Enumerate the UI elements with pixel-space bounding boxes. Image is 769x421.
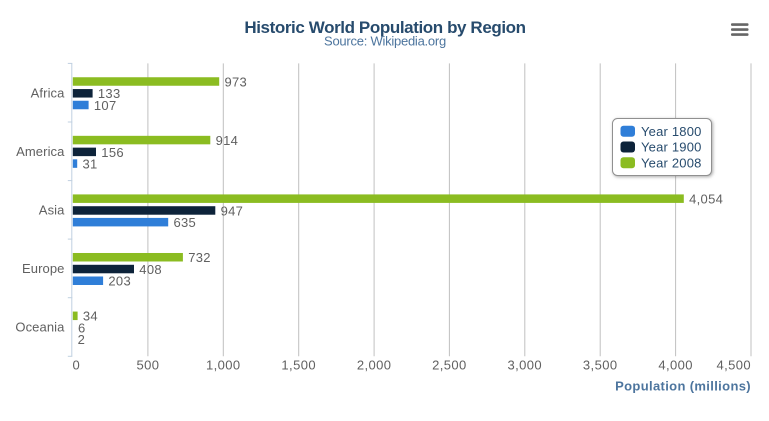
svg-text:2,500: 2,500 [432, 358, 467, 373]
svg-text:973: 973 [225, 74, 248, 89]
svg-text:31: 31 [83, 157, 98, 172]
svg-text:156: 156 [101, 145, 124, 160]
svg-text:Year 2008: Year 2008 [641, 155, 702, 170]
svg-text:732: 732 [188, 250, 211, 265]
svg-text:1,500: 1,500 [281, 358, 316, 373]
svg-text:203: 203 [108, 274, 131, 289]
svg-text:0: 0 [73, 358, 81, 373]
svg-text:2: 2 [78, 332, 86, 347]
svg-text:914: 914 [216, 133, 239, 148]
svg-text:Source: Wikipedia.org: Source: Wikipedia.org [324, 33, 446, 48]
svg-text:6: 6 [78, 321, 86, 336]
svg-text:4,500: 4,500 [716, 358, 751, 373]
svg-text:3,500: 3,500 [583, 358, 618, 373]
svg-text:Europe: Europe [22, 261, 65, 276]
svg-text:Year 1800: Year 1800 [641, 124, 702, 139]
svg-text:3,000: 3,000 [508, 358, 543, 373]
svg-text:Population (millions): Population (millions) [615, 379, 751, 394]
svg-text:107: 107 [94, 98, 117, 113]
svg-text:635: 635 [174, 215, 197, 230]
svg-text:America: America [16, 144, 65, 159]
svg-text:408: 408 [139, 262, 162, 277]
svg-text:Africa: Africa [31, 85, 65, 100]
svg-text:1,000: 1,000 [206, 358, 241, 373]
svg-text:Year 1900: Year 1900 [641, 140, 702, 155]
svg-text:Oceania: Oceania [15, 320, 65, 335]
svg-text:4,054: 4,054 [689, 192, 723, 207]
svg-text:4,000: 4,000 [658, 358, 693, 373]
svg-text:34: 34 [83, 309, 98, 324]
svg-text:500: 500 [136, 358, 159, 373]
svg-text:Historic World Population by R: Historic World Population by Region [244, 18, 525, 37]
svg-text:947: 947 [221, 203, 244, 218]
svg-text:Asia: Asia [39, 202, 65, 217]
svg-text:133: 133 [98, 86, 121, 101]
svg-text:2,000: 2,000 [357, 358, 392, 373]
